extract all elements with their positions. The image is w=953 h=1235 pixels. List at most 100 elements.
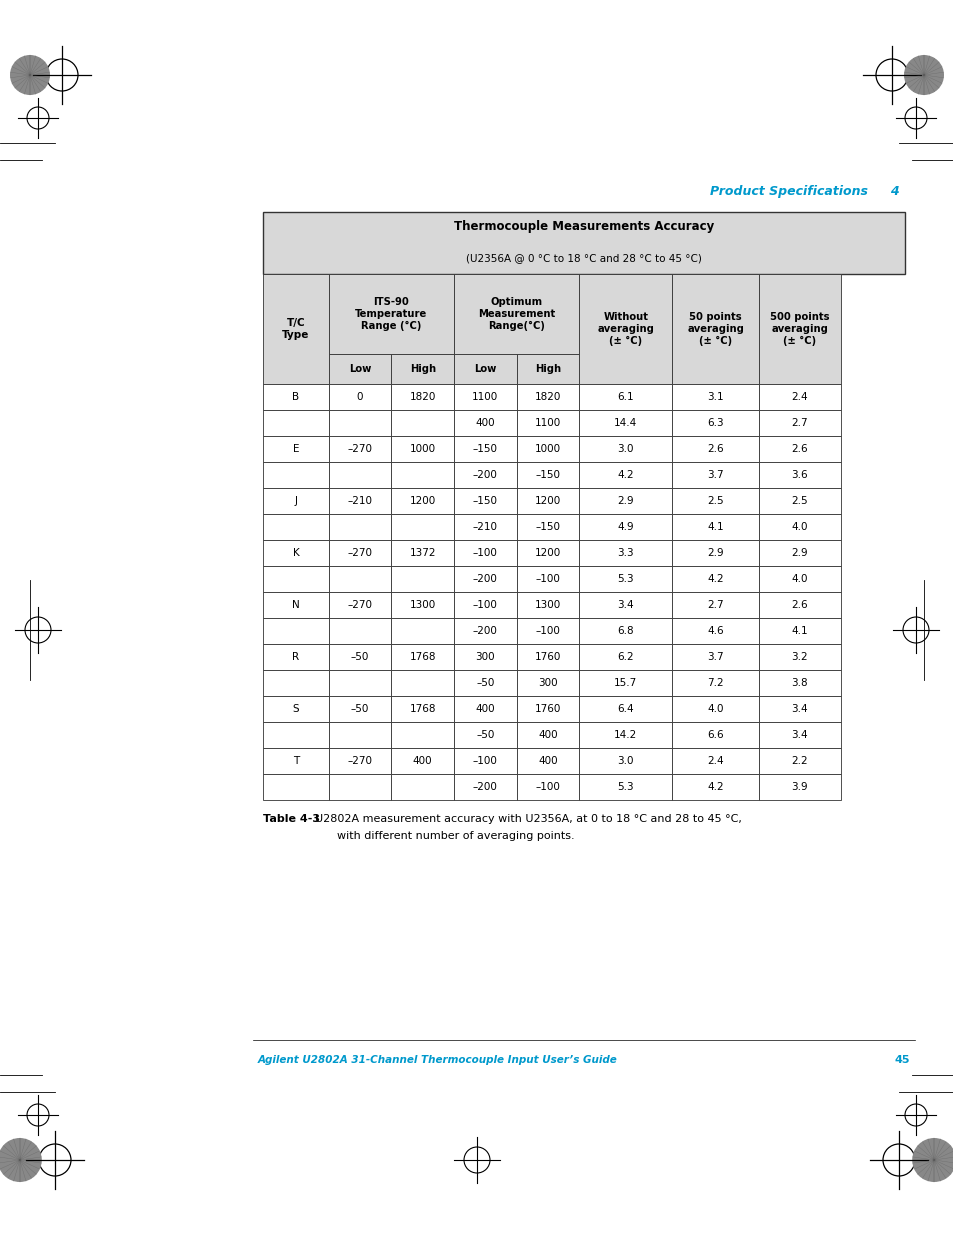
Text: –200: –200	[473, 471, 497, 480]
Text: 6.3: 6.3	[706, 417, 723, 429]
Text: 3.3: 3.3	[617, 548, 634, 558]
Bar	[578, 618, 672, 643]
Text: 5.3: 5.3	[617, 574, 634, 584]
Text: –50: –50	[476, 678, 494, 688]
Bar	[263, 274, 329, 384]
Bar	[578, 514, 672, 540]
Bar	[454, 748, 516, 774]
Bar	[578, 436, 672, 462]
Circle shape	[0, 1137, 42, 1182]
Bar	[329, 592, 391, 618]
Bar	[329, 436, 391, 462]
Bar	[454, 462, 516, 488]
Text: 3.4: 3.4	[617, 600, 634, 610]
Bar	[759, 540, 840, 566]
Text: 400: 400	[537, 756, 558, 766]
Text: 1000: 1000	[409, 445, 436, 454]
Bar	[672, 618, 759, 643]
Bar	[263, 488, 329, 514]
Text: 4.2: 4.2	[706, 574, 723, 584]
Text: (U2356A @ 0 °C to 18 °C and 28 °C to 45 °C): (U2356A @ 0 °C to 18 °C and 28 °C to 45 …	[466, 253, 701, 263]
Text: 0: 0	[356, 391, 363, 403]
Text: 2.2: 2.2	[791, 756, 807, 766]
Text: 3.8: 3.8	[791, 678, 807, 688]
Text: 2.6: 2.6	[706, 445, 723, 454]
Circle shape	[903, 56, 943, 95]
Text: with different number of averaging points.: with different number of averaging point…	[336, 831, 574, 841]
Text: B: B	[292, 391, 299, 403]
Bar	[329, 748, 391, 774]
Bar	[516, 592, 578, 618]
Text: 2.6: 2.6	[791, 600, 807, 610]
Bar	[516, 566, 578, 592]
Text: 1372: 1372	[409, 548, 436, 558]
Text: 6.6: 6.6	[706, 730, 723, 740]
Text: Thermocouple Measurements Accuracy: Thermocouple Measurements Accuracy	[454, 220, 714, 233]
Bar	[263, 671, 329, 697]
Bar	[391, 514, 454, 540]
Circle shape	[10, 56, 50, 95]
Text: –150: –150	[535, 522, 559, 532]
Bar	[672, 643, 759, 671]
Bar	[516, 384, 578, 410]
Text: –200: –200	[473, 574, 497, 584]
Text: 6.8: 6.8	[617, 626, 634, 636]
Bar	[263, 540, 329, 566]
Text: 1300: 1300	[535, 600, 560, 610]
Bar	[578, 566, 672, 592]
Bar	[263, 618, 329, 643]
Text: Low: Low	[349, 364, 371, 374]
Text: –210: –210	[473, 522, 497, 532]
Text: 4.2: 4.2	[706, 782, 723, 792]
Bar	[759, 748, 840, 774]
Text: –50: –50	[351, 704, 369, 714]
Bar	[759, 384, 840, 410]
Bar	[454, 566, 516, 592]
Bar	[263, 748, 329, 774]
Text: 4: 4	[889, 185, 898, 198]
Bar	[454, 618, 516, 643]
Text: –150: –150	[473, 445, 497, 454]
Text: 1200: 1200	[535, 548, 560, 558]
Bar	[578, 462, 672, 488]
Text: 50 points
averaging
(± °C): 50 points averaging (± °C)	[686, 312, 743, 346]
Circle shape	[911, 1137, 953, 1182]
Text: 2.5: 2.5	[791, 496, 807, 506]
Text: –50: –50	[476, 730, 494, 740]
Text: 6.1: 6.1	[617, 391, 634, 403]
Text: –200: –200	[473, 626, 497, 636]
Bar	[672, 514, 759, 540]
Bar	[391, 436, 454, 462]
Text: 2.7: 2.7	[791, 417, 807, 429]
Text: 2.9: 2.9	[791, 548, 807, 558]
Text: 1820: 1820	[409, 391, 436, 403]
Bar	[454, 643, 516, 671]
Bar	[759, 462, 840, 488]
Bar	[578, 774, 672, 800]
Text: T/C
Type: T/C Type	[282, 319, 310, 340]
Bar	[391, 540, 454, 566]
Text: 6.2: 6.2	[617, 652, 634, 662]
Bar	[759, 618, 840, 643]
Text: Optimum
Measurement
Range(°C): Optimum Measurement Range(°C)	[477, 298, 555, 331]
Text: 1768: 1768	[409, 704, 436, 714]
Text: 3.1: 3.1	[706, 391, 723, 403]
Bar	[516, 618, 578, 643]
Bar	[454, 514, 516, 540]
Text: 300: 300	[475, 652, 495, 662]
Text: 2.4: 2.4	[706, 756, 723, 766]
Bar	[516, 722, 578, 748]
Text: 3.0: 3.0	[617, 756, 634, 766]
Bar	[578, 592, 672, 618]
Bar	[578, 384, 672, 410]
Text: –150: –150	[535, 471, 559, 480]
Bar	[516, 671, 578, 697]
Text: 1200: 1200	[409, 496, 436, 506]
Bar	[329, 488, 391, 514]
Bar	[759, 514, 840, 540]
Bar	[263, 384, 329, 410]
Bar	[454, 436, 516, 462]
Text: 1768: 1768	[409, 652, 436, 662]
Bar	[759, 488, 840, 514]
Bar	[391, 488, 454, 514]
